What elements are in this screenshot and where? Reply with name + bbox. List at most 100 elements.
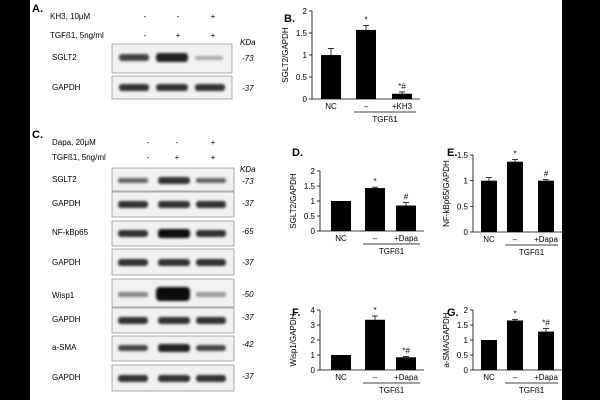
panel-c-blot-3-band-lane-2 [158, 229, 190, 238]
chart-4-group-label: TGFß1 [379, 386, 405, 395]
chart-2-annotation-2: * [373, 177, 376, 186]
panel-c: C. Dapa, 20μM - - + TGFß1, 5ng/ml - + + … [32, 129, 256, 392]
panel-c-blot-6-mw: -37 [242, 313, 254, 322]
chart-5-ytick-label-3: 1.5 [457, 321, 469, 330]
chart-5-ytick-label-2: 1 [464, 336, 469, 345]
chart-5-category-label-1: NC [483, 373, 495, 382]
chart-5-category-label-3: +Dapa [534, 373, 558, 382]
panel-c-blot-6-name: GAPDH [52, 315, 81, 324]
panel-a-condition-1-lane-2: - [177, 12, 180, 21]
panel-c-blot-3-name: NF-kBp65 [52, 228, 89, 237]
panel-c-condition-1-label: Dapa, 20μM [52, 138, 96, 147]
chart-2-bar-3 [396, 205, 416, 231]
chart-1-bar-2 [356, 29, 376, 100]
chart-3: E. 0 0.5 1 1.5 NF-kBp65/GAPDH NC * – # +Dapa TGFß1 [442, 147, 562, 257]
chart-5-ytick-label-1: 0.5 [457, 351, 469, 360]
panel-a-condition-1-lane-1: - [144, 12, 147, 21]
chart-1: B. 0 0.5 1 1.5 2 SGLT2/GAPDH NC * – *# +KH3 TGFß1 [281, 7, 420, 124]
chart-3-ytick-label-0: 0 [464, 228, 469, 237]
panel-c-blot-4-band-lane-1 [118, 259, 148, 266]
panel-a-condition-2-lane-2: + [176, 31, 181, 40]
panel-a: A. KH3, 10μM - - + TGFß1, 5ng/ml - + + K… [32, 3, 256, 100]
chart-1-ytick-label-2: 1 [303, 51, 308, 60]
figure-canvas: A. KH3, 10μM - - + TGFß1, 5ng/ml - + + K… [30, 0, 562, 400]
panel-a-condition-2-lane-1: - [144, 31, 147, 40]
chart-4-ytick-label-3: 3 [311, 321, 316, 330]
chart-3-annotation-2: * [513, 150, 516, 159]
panel-c-blot-6-band-lane-1 [118, 317, 148, 324]
chart-5-bar-3 [538, 331, 554, 370]
panel-c-blot-4-mw: -37 [242, 258, 254, 267]
chart-1-annotation-3: *# [398, 82, 406, 91]
chart-3-category-label-2: – [513, 235, 518, 244]
panel-c-blot-7-name: a-SMA [52, 343, 77, 352]
chart-4-bar-3 [396, 357, 416, 370]
panel-a-blot-2-band-lane-3 [195, 84, 225, 91]
chart-1-panel-letter: B. [284, 13, 295, 25]
chart-4-category-label-3: +Dapa [394, 373, 418, 382]
panel-c-blot-4-band-lane-2 [158, 259, 190, 266]
chart-1-ylabel: SGLT2/GAPDH [281, 27, 290, 83]
panel-c-blot-3-mw: -65 [242, 227, 254, 236]
chart-2-annotation-3: # [404, 193, 409, 202]
panel-c-kda-label: KDa [240, 165, 256, 174]
chart-3-ytick-label-2: 1 [464, 177, 469, 186]
chart-1-category-label-3: +KH3 [392, 102, 413, 111]
chart-5-group-label: TGFß1 [519, 386, 545, 395]
chart-4-ylabel: Wisp1/GAPDH [289, 313, 298, 366]
chart-4-ytick-label-4: 4 [311, 306, 316, 315]
panel-c-blot-8-name: GAPDH [52, 373, 81, 382]
panel-a-blot-2-band-lane-1 [119, 84, 149, 91]
panel-c-blot-4-band-lane-3 [196, 259, 226, 266]
chart-4-ytick-label-0: 0 [311, 366, 316, 375]
chart-1-category-label-2: – [364, 102, 369, 111]
panel-c-blot-8-band-lane-1 [118, 375, 148, 382]
chart-2-group-label: TGFß1 [379, 247, 405, 256]
chart-1-bar-1 [321, 55, 341, 99]
chart-1-ytick-label-4: 2 [303, 7, 308, 16]
panel-c-condition-2-lane-1: - [147, 153, 150, 162]
panel-c-condition-1-lane-2: - [176, 138, 179, 147]
chart-1-ytick-label-0: 0 [303, 95, 308, 104]
panel-c-blot-3-band-lane-3 [196, 230, 226, 237]
panel-c-blot-2-band-lane-1 [118, 201, 148, 208]
panel-a-blot-2-name: GAPDH [52, 83, 81, 92]
panel-c-blot-7-band-lane-2 [158, 344, 190, 352]
chart-5-annotation-3: *# [542, 319, 550, 328]
panel-c-blot-7-band-lane-1 [118, 345, 148, 351]
chart-2-ytick-label-4: 2 [311, 167, 316, 176]
chart-3-ytick-label-3: 1.5 [457, 151, 469, 160]
chart-4-panel-letter: F. [292, 307, 301, 319]
chart-2-ytick-label-0: 0 [311, 227, 316, 236]
panel-c-condition-2-lane-3: + [211, 153, 216, 162]
chart-2-ytick-label-1: 0.5 [304, 212, 316, 221]
panel-a-blot-1-name: SGLT2 [52, 53, 77, 62]
panel-a-condition-2-label: TGFß1, 5ng/ml [50, 31, 104, 40]
panel-a-condition-2-lane-3: + [211, 31, 216, 40]
panel-c-blot-8-band-lane-3 [196, 375, 226, 382]
panel-c-blot-2-mw: -37 [242, 199, 254, 208]
chart-3-bar-1 [481, 180, 497, 232]
chart-4: F. 0 1 2 3 4 Wisp1/GAPDH NC * – *# +Dapa TGFß1 [289, 306, 424, 395]
chart-2-category-label-3: +Dapa [394, 234, 418, 243]
chart-4-ytick-label-1: 1 [311, 351, 316, 360]
panel-a-blot-1-band-lane-2 [156, 53, 188, 62]
panel-c-blot-2-name: GAPDH [52, 199, 81, 208]
figure-svg: A. KH3, 10μM - - + TGFß1, 5ng/ml - + + K… [32, 3, 562, 395]
panel-c-blot-7-band-lane-3 [196, 345, 226, 351]
panel-c-blot-1-band-lane-2 [158, 177, 190, 184]
chart-2: D. 0 0.5 1 1.5 2 SGLT2/GAPDH NC * – # +Dapa TGFß1 [289, 147, 424, 256]
chart-3-panel-letter: E. [447, 147, 457, 159]
chart-4-bar-1 [331, 355, 351, 370]
panel-c-blot-5-mw: -50 [242, 290, 254, 299]
panel-c-blot-8-mw: -37 [242, 372, 254, 381]
panel-c-blot-3-band-lane-1 [118, 230, 148, 237]
chart-3-category-label-3: +Dapa [534, 235, 558, 244]
chart-2-panel-letter: D. [292, 147, 303, 159]
panel-a-blot-2-band-lane-2 [156, 84, 188, 91]
chart-3-group-label: TGFß1 [519, 248, 545, 257]
panel-c-blot-2-band-lane-3 [196, 201, 226, 208]
bar-charts: B.00.511.52SGLT2/GAPDHNC*–*#+KH3TGFß1D.0… [281, 7, 562, 395]
chart-5-bar-1 [481, 340, 497, 370]
panel-a-kda-label: KDa [240, 38, 256, 47]
